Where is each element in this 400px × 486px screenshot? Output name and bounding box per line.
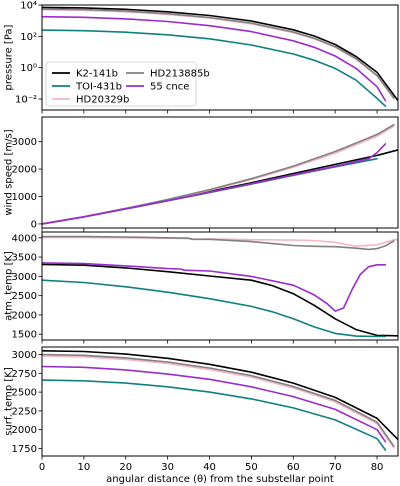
series-k2-141b-line bbox=[42, 263, 398, 337]
panel-surf-temp: 0 10 20 30 40 50 60 70 80 1750 2000 2250 2500 2750 300… bbox=[4, 346, 399, 485]
series-toi-431b-line bbox=[42, 279, 387, 338]
y-tick-label: 1750 bbox=[12, 444, 37, 455]
y-tick-label: 2500 bbox=[12, 291, 37, 302]
y-tick-label: 4000 bbox=[12, 233, 37, 244]
series-hd213885b-line bbox=[42, 123, 395, 225]
x-tick-label: 40 bbox=[203, 462, 216, 473]
series-55-cnce-line bbox=[42, 262, 387, 312]
x-tick-label: 20 bbox=[119, 462, 132, 473]
legend-label-k2-141b: K2-141b bbox=[76, 69, 118, 80]
series-55-cnce-line bbox=[42, 365, 387, 443]
panel-pressure: 10⁻² 10⁰ 10² 10⁴ pressure [Pa] bbox=[4, 1, 399, 114]
series-k2-141b-line bbox=[42, 6, 398, 102]
series-55-cnce-line bbox=[42, 15, 387, 102]
y-tick-label: 1000 bbox=[12, 192, 37, 203]
y-axis-label: surf. temp [K] bbox=[4, 367, 15, 436]
y-tick-label: 2250 bbox=[12, 406, 37, 417]
x-tick-label: 0 bbox=[39, 462, 45, 473]
y-tick-label: 10⁰ bbox=[20, 63, 37, 74]
series-toi-431b-line bbox=[42, 29, 387, 107]
series-toi-431b-line bbox=[42, 379, 387, 451]
series-group bbox=[42, 6, 398, 107]
y-tick-label: 10² bbox=[20, 32, 37, 43]
series-hd213885b-line bbox=[42, 353, 395, 447]
y-tick-label: 2000 bbox=[12, 425, 37, 436]
plot-frame bbox=[41, 346, 399, 457]
y-axis-label: wind speed [m/s] bbox=[4, 129, 15, 215]
series-group bbox=[42, 123, 398, 225]
y-axis-label: pressure [Pa] bbox=[4, 24, 15, 90]
chart-legend: K2-141b HD213885b TOI-431b 55 cnce HD20329b bbox=[45, 61, 210, 107]
legend-label-toi-431b: TOI-431b bbox=[75, 82, 122, 93]
legend-label-hd213885b: HD213885b bbox=[150, 69, 210, 80]
y-tick-label: 3000 bbox=[12, 137, 37, 148]
series-group bbox=[42, 235, 398, 338]
y-tick-label: 1500 bbox=[12, 330, 37, 341]
y-tick-label: 2500 bbox=[12, 388, 37, 399]
series-hd20329b-line bbox=[42, 236, 398, 248]
y-tick-label: 3000 bbox=[12, 350, 37, 361]
y-tick-label: 3000 bbox=[12, 272, 37, 283]
series-hd213885b-line bbox=[42, 235, 395, 251]
x-axis-label: angular distance (θ) from the substellar… bbox=[106, 474, 334, 485]
y-axis-label: atm. temp [K] bbox=[4, 251, 15, 321]
y-tick-label: 10⁴ bbox=[20, 1, 37, 12]
series-hd20329b-line bbox=[42, 355, 395, 449]
y-tick-label: 2750 bbox=[12, 369, 37, 380]
y-tick-label: 0 bbox=[31, 219, 37, 230]
panel-atm-temp: 1500 2000 2500 3000 3500 4000 atm. temp [K] bbox=[4, 231, 399, 344]
series-group bbox=[42, 350, 398, 451]
series-hd213885b-line bbox=[42, 8, 395, 99]
legend-label-55-cnce: 55 cnce bbox=[150, 82, 189, 93]
series-hd20329b-line bbox=[42, 125, 395, 225]
series-k2-141b-line bbox=[42, 350, 398, 441]
x-tick-label: 70 bbox=[329, 462, 342, 473]
legend-frame bbox=[45, 61, 197, 107]
plot-frame bbox=[41, 4, 399, 111]
x-tick-label: 60 bbox=[287, 462, 300, 473]
x-tick-label: 80 bbox=[371, 462, 384, 473]
y-tick-label: 2000 bbox=[12, 165, 37, 176]
y-tick-label: 10⁻² bbox=[15, 95, 37, 106]
plot-frame bbox=[41, 116, 399, 229]
y-tick-label: 2000 bbox=[12, 310, 37, 321]
x-tick-label: 10 bbox=[78, 462, 91, 473]
series-55-cnce-line bbox=[42, 143, 387, 225]
x-tick-label: 50 bbox=[245, 462, 258, 473]
legend-label-hd20329b: HD20329b bbox=[76, 95, 129, 106]
x-tick-label: 30 bbox=[161, 462, 174, 473]
plot-frame bbox=[41, 231, 399, 341]
y-tick-label: 3500 bbox=[12, 253, 37, 264]
